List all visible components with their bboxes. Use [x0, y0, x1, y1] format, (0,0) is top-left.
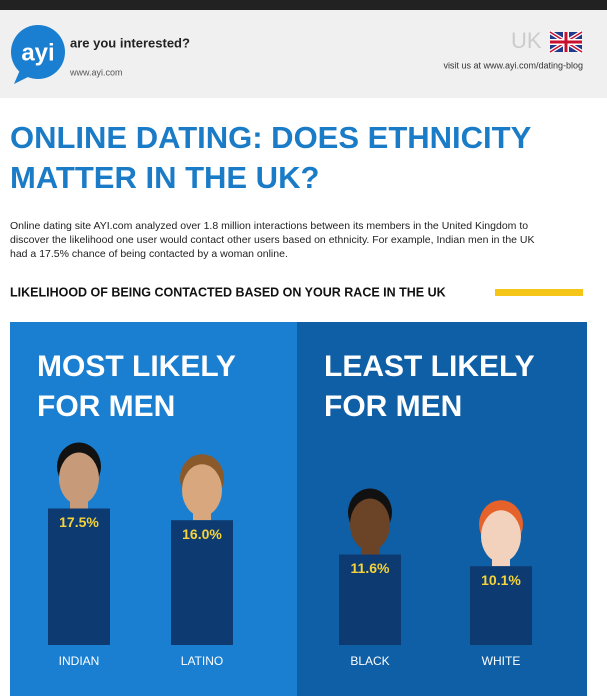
panel-title: FOR MEN [324, 390, 462, 423]
bar [339, 554, 401, 645]
neck [361, 546, 379, 555]
accent-bar [495, 289, 583, 296]
head-face [182, 464, 222, 517]
bar [470, 566, 532, 645]
intro-line: had a 17.5% chance of being contacted by… [10, 248, 288, 260]
neck [492, 558, 510, 567]
category-label: INDIAN [59, 654, 100, 668]
header-bg [0, 10, 607, 98]
uk-flag [548, 30, 584, 54]
panel-title: FOR MEN [37, 390, 175, 423]
bar [171, 520, 233, 645]
value-label: 11.6% [351, 560, 390, 576]
value-label: 10.1% [481, 572, 521, 588]
category-label: WHITE [482, 654, 521, 668]
logo-text: ayi [21, 39, 54, 66]
neck [70, 500, 88, 509]
intro-line: discover the likelihood one user would c… [10, 234, 535, 246]
title-line: ONLINE DATING: DOES ETHNICITY [10, 120, 532, 155]
value-label: 17.5% [59, 514, 99, 530]
logo-tail [14, 70, 30, 84]
category-label: BLACK [350, 654, 389, 668]
country: UK [511, 28, 542, 53]
tagline: are you interested? [70, 35, 190, 50]
title-line: MATTER IN THE UK? [10, 160, 319, 195]
value-label: 16.0% [182, 526, 222, 542]
intro-line: Online dating site AYI.com analyzed over… [10, 220, 528, 232]
head-face [350, 498, 390, 551]
subheading: LIKELIHOOD OF BEING CONTACTED BASED ON Y… [10, 285, 446, 299]
category-label: LATINO [181, 654, 223, 668]
blog-link: visit us at www.ayi.com/dating-blog [443, 60, 583, 70]
panel-title: MOST LIKELY [37, 350, 236, 383]
logo-circle [11, 25, 65, 79]
bar [48, 508, 110, 645]
head-face [481, 510, 521, 563]
top-strip [0, 0, 607, 10]
panel-title: LEAST LIKELY [324, 350, 535, 383]
head-face [59, 452, 99, 505]
neck [193, 512, 211, 521]
site: www.ayi.com [69, 67, 123, 77]
